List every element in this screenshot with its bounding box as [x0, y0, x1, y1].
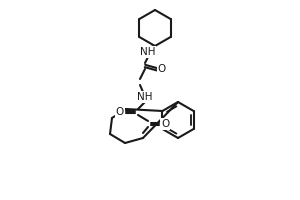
Text: O: O [116, 107, 124, 117]
Text: O: O [161, 119, 169, 129]
Text: NH: NH [140, 47, 156, 57]
Text: NH: NH [137, 92, 153, 102]
Text: O: O [158, 64, 166, 74]
